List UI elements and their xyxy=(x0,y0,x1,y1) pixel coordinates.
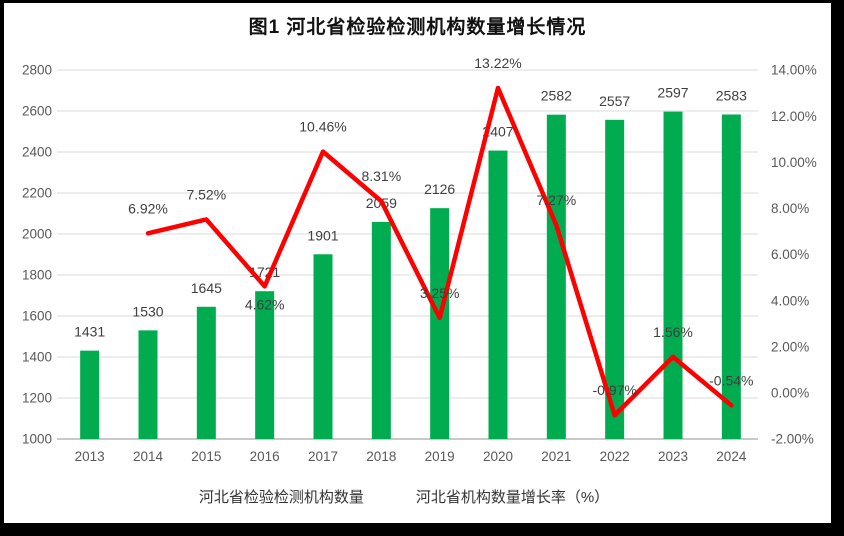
left-axis-tick-label: 1200 xyxy=(22,391,52,406)
right-axis-tick-label: 14.00% xyxy=(771,63,817,78)
bar xyxy=(371,221,391,439)
left-axis-tick-label: 1800 xyxy=(22,268,52,283)
bar xyxy=(488,150,508,439)
left-axis-tick-label: 2200 xyxy=(22,186,52,201)
chart-canvas: 1000 1200 1400 1600 1800 2000 2200 2400 2600 2800… xyxy=(22,55,817,464)
left-axis-tick-label: 2600 xyxy=(22,104,52,119)
bar xyxy=(313,254,333,439)
line-value-label: 10.46% xyxy=(299,119,346,135)
growth-rate-line xyxy=(145,85,734,418)
legend-label: 河北省机构数量增长率（%） xyxy=(415,488,610,506)
line-value-label: 8.31% xyxy=(361,168,401,184)
x-axis-category-label: 2020 xyxy=(483,449,513,464)
x-axis-category-label: 2023 xyxy=(658,449,688,464)
bar xyxy=(138,330,158,439)
bar-value-label: 2126 xyxy=(424,181,455,197)
right-axis-tick-label: 8.00% xyxy=(771,201,809,216)
bar xyxy=(255,291,275,439)
bar xyxy=(80,350,100,439)
line-value-label: -0.54% xyxy=(709,372,753,388)
legend-item-line-series: 河北省机构数量增长率（%） xyxy=(370,486,609,507)
right-axis-tick-label: 4.00% xyxy=(771,293,809,308)
left-axis-tick-label: 1400 xyxy=(22,350,52,365)
left-axis-tick-label: 2800 xyxy=(22,63,52,78)
chart-legend: 河北省检验检测机构数量 河北省机构数量增长率（%） xyxy=(4,486,831,506)
left-axis-tick-label: 2400 xyxy=(22,145,52,160)
line-value-label: 7.27% xyxy=(536,192,576,208)
chart-title: 图1 河北省检验检测机构数量增长情况 xyxy=(248,17,587,38)
x-axis-category-label: 2024 xyxy=(716,449,747,464)
right-axis-tick-label: 10.00% xyxy=(771,155,817,170)
right-axis-tick-label: 2.00% xyxy=(771,339,809,354)
x-axis-category-label: 2014 xyxy=(133,449,164,464)
line-series-swatch xyxy=(370,494,411,499)
right-axis-tick-label: 12.00% xyxy=(771,109,817,124)
bar-value-label: 2583 xyxy=(716,87,747,103)
line-value-label: 3.25% xyxy=(420,285,460,301)
bar xyxy=(196,306,216,439)
left-axis-tick-label: 2000 xyxy=(22,227,52,242)
right-axis-tick-label: -2.00% xyxy=(771,432,814,447)
bar-value-label: 1901 xyxy=(307,227,338,243)
legend-item-bar-series: 河北省检验检测机构数量 xyxy=(156,486,364,507)
bar xyxy=(430,208,450,439)
x-axis-category-label: 2019 xyxy=(425,449,455,464)
bar-value-label: 1645 xyxy=(191,280,222,296)
line-value-label: 1.56% xyxy=(653,324,693,340)
bar-value-label: 1530 xyxy=(132,303,163,319)
left-axis-tick-label: 1600 xyxy=(22,309,52,324)
bar-value-label: 2597 xyxy=(657,85,688,101)
x-axis-category-label: 2021 xyxy=(541,449,571,464)
legend-label: 河北省检验检测机构数量 xyxy=(198,488,364,506)
bar xyxy=(605,119,625,439)
line-value-label: 6.92% xyxy=(128,200,168,216)
bar-value-label: 2582 xyxy=(541,88,572,104)
line-value-label: 7.52% xyxy=(186,186,226,202)
left-axis-tick-label: 1000 xyxy=(22,432,52,447)
bar-value-label: 2557 xyxy=(599,93,630,109)
x-axis-category-label: 2013 xyxy=(75,449,105,464)
x-axis-category-label: 2015 xyxy=(191,449,221,464)
x-axis-category-label: 2016 xyxy=(250,449,280,464)
x-axis-category-label: 2018 xyxy=(366,449,396,464)
line-value-label: -0.97% xyxy=(592,382,636,398)
bar xyxy=(721,114,741,440)
line-value-label: 13.22% xyxy=(474,55,521,71)
line-value-label: 4.62% xyxy=(245,296,285,312)
bar-value-label: 1431 xyxy=(74,324,105,340)
right-axis-tick-label: 6.00% xyxy=(771,247,809,262)
bar-series-swatch xyxy=(156,492,194,501)
right-axis-tick-label: 0.00% xyxy=(771,386,809,401)
x-axis-category-label: 2017 xyxy=(308,449,338,464)
x-axis-category-label: 2022 xyxy=(600,449,630,464)
bar xyxy=(546,114,566,439)
bar xyxy=(663,111,683,440)
